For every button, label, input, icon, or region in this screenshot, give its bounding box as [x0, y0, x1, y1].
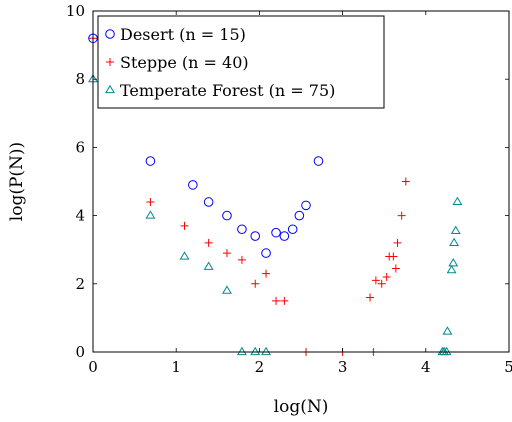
- y-tick-label: 0: [75, 343, 85, 361]
- data-point-desert: [261, 248, 271, 258]
- x-tick-label: 2: [255, 358, 265, 376]
- y-tick-label: 10: [66, 2, 85, 20]
- legend-entry-steppe: Steppe (n = 40): [120, 53, 249, 72]
- data-point-forest: [452, 196, 463, 206]
- legend-marker-steppe: [106, 58, 114, 66]
- data-point-steppe: [389, 252, 398, 261]
- axis-ticks: 0 1 2 3 4 5 0 2 4 6 8 10: [66, 2, 512, 376]
- data-point-desert: [313, 156, 324, 166]
- data-point-desert: [271, 227, 281, 238]
- data-point-forest: [446, 264, 457, 274]
- data-point-desert: [222, 210, 232, 221]
- data-point-desert: [250, 231, 261, 241]
- series-desert: [88, 33, 324, 258]
- data-point-desert: [145, 156, 156, 166]
- data-point-desert: [188, 180, 198, 190]
- data-point-steppe: [237, 255, 246, 264]
- data-point-steppe: [180, 221, 189, 230]
- data-point-forest: [450, 225, 461, 235]
- axis-frame: [92, 10, 510, 353]
- data-point-steppe: [146, 197, 155, 206]
- y-axis-label: log(P(N)): [7, 142, 27, 221]
- x-tick-label: 5: [504, 358, 512, 376]
- data-point-forest: [145, 210, 156, 219]
- data-point-steppe: [397, 211, 406, 220]
- x-axis-label: log(N): [274, 397, 329, 417]
- x-tick-label: 3: [338, 358, 348, 376]
- data-point-desert: [203, 197, 214, 207]
- data-point-steppe: [204, 238, 213, 247]
- y-tick-label: 2: [75, 275, 85, 293]
- data-point-desert: [301, 200, 311, 211]
- data-point-forest: [221, 285, 232, 294]
- data-point-steppe: [272, 296, 281, 305]
- data-point-steppe: [262, 269, 271, 278]
- data-point-steppe: [377, 279, 386, 288]
- x-tick-label: 0: [88, 358, 98, 376]
- data-point-forest: [261, 346, 272, 356]
- data-point-steppe: [382, 272, 391, 281]
- data-point-forest: [441, 346, 452, 356]
- legend-marker-forest: [105, 84, 115, 94]
- legend-box: [97, 15, 385, 109]
- data-point-steppe: [366, 293, 375, 302]
- legend-entry-forest: Temperate Forest (n = 75): [120, 81, 335, 100]
- data-point-desert: [279, 231, 290, 241]
- x-tick-label: 1: [171, 358, 181, 376]
- x-tick-label: 4: [421, 358, 431, 376]
- data-point-forest: [250, 346, 261, 356]
- y-tick-label: 6: [75, 138, 85, 156]
- y-tick-label: 4: [75, 207, 85, 225]
- series-forest: [88, 73, 463, 356]
- data-point-forest: [448, 258, 459, 267]
- data-point-forest: [442, 326, 453, 335]
- data-point-steppe: [371, 276, 380, 285]
- data-point-desert: [237, 224, 247, 235]
- legend-entry-desert: Desert (n = 15): [120, 25, 246, 44]
- data-point-steppe: [393, 238, 402, 247]
- data-point-forest: [449, 237, 460, 246]
- data-point-steppe: [280, 296, 289, 305]
- data-point-desert: [294, 210, 305, 221]
- data-point-forest: [179, 251, 190, 260]
- legend: Desert (n = 15) Steppe (n = 40) Temperate …: [97, 15, 385, 109]
- data-point-steppe: [391, 264, 400, 273]
- data-point-steppe: [401, 177, 410, 186]
- y-tick-label: 8: [75, 70, 85, 88]
- data-point-forest: [236, 346, 247, 356]
- data-point-steppe: [251, 279, 260, 288]
- data-point-steppe: [222, 249, 231, 258]
- data-point-desert: [287, 224, 298, 235]
- legend-marker-desert: [105, 29, 115, 39]
- data-point-forest: [203, 261, 214, 270]
